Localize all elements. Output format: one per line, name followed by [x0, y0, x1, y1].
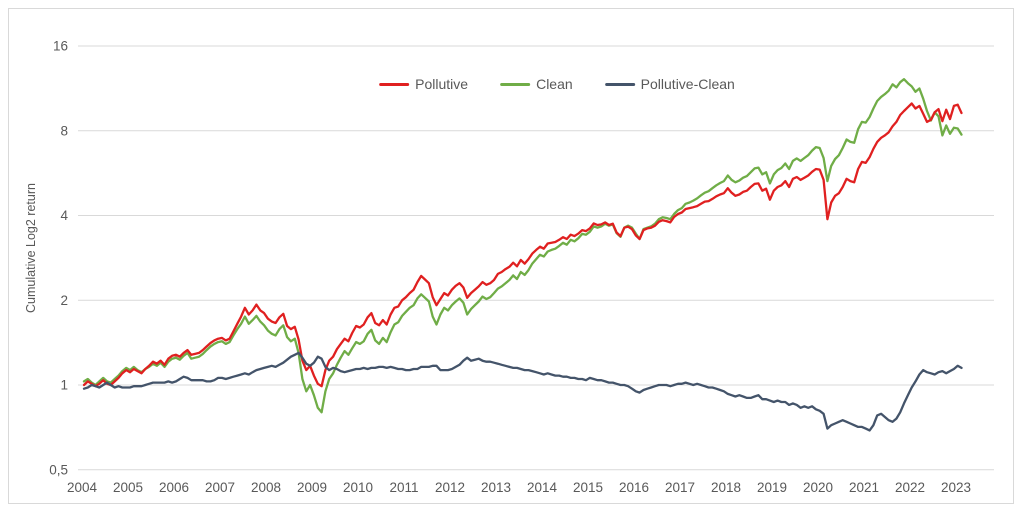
legend-item-pollutive-clean: Pollutive-Clean [604, 76, 735, 92]
x-tick-label: 2017 [665, 480, 695, 495]
x-tick-label: 2004 [67, 480, 98, 495]
legend-item-pollutive: Pollutive [379, 76, 468, 92]
y-tick-label: 4 [60, 208, 68, 223]
x-tick-label: 2023 [941, 480, 971, 495]
x-tick-label: 2015 [573, 480, 603, 495]
x-tick-label: 2007 [205, 480, 235, 495]
x-tick-label: 2014 [527, 480, 558, 495]
series-line-pollutive-clean [82, 351, 963, 432]
y-tick-label: 2 [60, 293, 68, 308]
series-line-pollutive [82, 102, 963, 388]
legend: Pollutive Clean Pollutive-Clean [379, 76, 735, 92]
y-axis-title: Cumulative Log2 return [24, 183, 38, 313]
x-tick-label: 2022 [895, 480, 925, 495]
x-tick-label: 2008 [251, 480, 281, 495]
legend-item-clean: Clean [500, 76, 573, 92]
x-tick-label: 2021 [849, 480, 879, 495]
x-tick-label: 2020 [803, 480, 833, 495]
x-tick-label: 2009 [297, 480, 327, 495]
x-tick-label: 2010 [343, 480, 373, 495]
clean-line-swatch-icon [500, 82, 531, 86]
y-tick-label: 8 [60, 123, 68, 138]
y-tick-label: 1 [60, 378, 68, 393]
series-line-clean [82, 78, 963, 414]
x-tick-label: 2013 [481, 480, 511, 495]
legend-label-pollutive-clean: Pollutive-Clean [640, 76, 735, 92]
legend-label-pollutive: Pollutive [415, 76, 469, 92]
x-tick-label: 2011 [389, 480, 418, 495]
legend-label-clean: Clean [536, 76, 573, 92]
x-tick-label: 2016 [619, 480, 649, 495]
x-tick-label: 2019 [757, 480, 787, 495]
pollutive-line-swatch-icon [379, 82, 410, 86]
x-tick-label: 2005 [113, 480, 143, 495]
x-tick-label: 2012 [435, 480, 465, 495]
y-tick-label: 16 [53, 39, 68, 54]
y-tick-label: 0,5 [49, 462, 68, 477]
x-tick-label: 2018 [711, 480, 741, 495]
pollutive-clean-line-swatch-icon [604, 82, 635, 86]
x-tick-label: 2006 [159, 480, 189, 495]
